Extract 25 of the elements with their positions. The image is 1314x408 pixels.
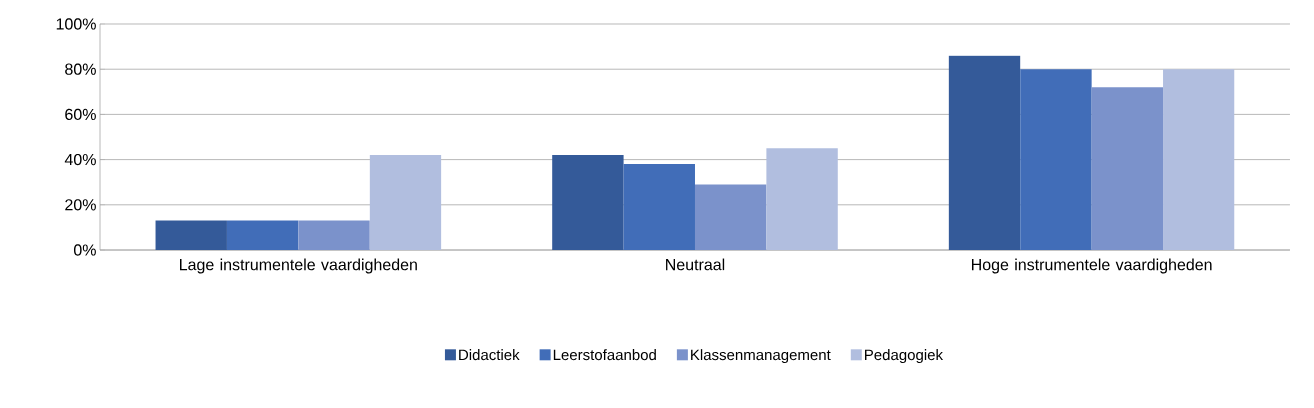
bar (1163, 69, 1235, 250)
bar (1091, 87, 1164, 250)
y-tick-label: 20% (65, 199, 96, 211)
bar (369, 155, 442, 250)
bar (1020, 69, 1092, 250)
y-tick-label: 60% (65, 108, 96, 121)
y-tick-label: 100% (56, 18, 96, 30)
bar (298, 220, 370, 250)
bar (948, 55, 1021, 250)
legend-label: Didactiek (459, 349, 520, 361)
x-tick-label: Hoge instrumentele vaardigheden (971, 258, 1212, 274)
bar (623, 164, 695, 250)
x-tick-label: Lage instrumentele vaardigheden (180, 258, 417, 274)
bar (766, 148, 838, 250)
bar (552, 155, 624, 250)
bar (226, 220, 299, 250)
x-tick-label: Neutraal (666, 258, 725, 271)
legend-label: Leerstofaanbod (553, 349, 656, 361)
bar (694, 184, 767, 250)
legend-label: Klassenmanagement (691, 349, 831, 364)
y-tick-label: 80% (65, 63, 96, 75)
y-tick-label: 40% (64, 153, 96, 166)
bar (155, 220, 227, 250)
legend-label: Pedagogiek (865, 349, 944, 364)
y-tick-label: 0% (73, 244, 96, 256)
